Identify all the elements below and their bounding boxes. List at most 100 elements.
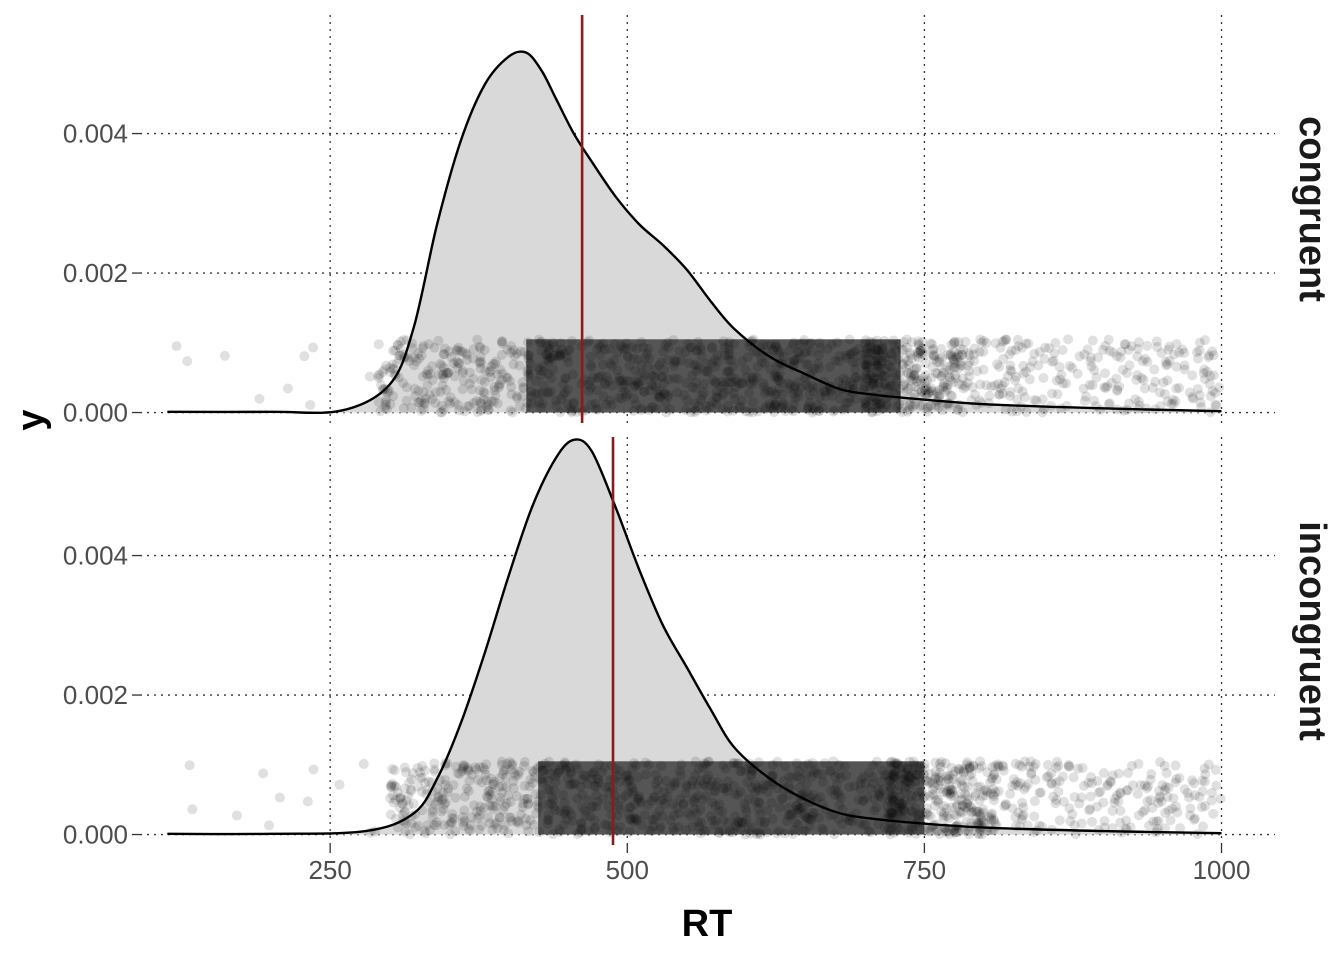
rt-point: [546, 799, 557, 810]
rt-point: [801, 380, 812, 391]
rt-point: [944, 781, 955, 792]
rt-point: [967, 806, 978, 817]
rt-point: [659, 364, 670, 375]
rt-point: [654, 385, 665, 396]
rt-point: [1214, 382, 1225, 393]
rt-point: [624, 802, 635, 813]
rt-point: [644, 353, 655, 364]
rt-point: [564, 806, 575, 817]
rt-point: [1143, 820, 1154, 831]
rt-point: [868, 337, 879, 348]
rt-point: [1130, 394, 1141, 405]
rt-point: [462, 762, 473, 773]
rt-point: [647, 371, 658, 382]
rt-point: [844, 381, 855, 392]
rt-point: [860, 349, 871, 360]
rt-point: [803, 359, 814, 370]
rt-point: [559, 348, 570, 359]
rt-point: [900, 787, 911, 798]
rt-point: [986, 812, 997, 823]
rt-point: [458, 817, 469, 828]
rt-point: [406, 774, 417, 785]
rt-point: [459, 805, 470, 816]
rt-point: [1010, 779, 1021, 790]
rt-point: [514, 766, 525, 777]
rt-point: [516, 391, 527, 402]
rt-point: [1042, 759, 1053, 770]
rt-point: [689, 407, 700, 418]
rt-point: [839, 761, 850, 772]
rt-point: [676, 759, 687, 770]
rt-point: [464, 401, 475, 412]
rt-point: [968, 806, 979, 817]
rt-point: [445, 392, 456, 403]
rt-point: [497, 338, 508, 349]
rt-point: [597, 359, 608, 370]
rt-point: [455, 346, 466, 357]
rt-point: [404, 829, 415, 840]
rt-point: [1111, 373, 1122, 384]
rt-point: [879, 371, 890, 382]
rt-point: [1192, 353, 1203, 364]
rt-point: [1211, 400, 1222, 411]
rt-point: [453, 358, 464, 369]
rt-point: [586, 768, 597, 779]
rt-point: [536, 402, 547, 413]
rt-point: [513, 818, 524, 829]
rt-point: [890, 771, 901, 782]
rt-point: [784, 383, 795, 394]
rt-point: [596, 767, 607, 778]
rt-point: [444, 346, 455, 357]
rt-point: [724, 377, 735, 388]
rt-point: [900, 777, 911, 788]
rt-point: [1208, 350, 1219, 361]
rt-point: [669, 355, 680, 366]
rt-point: [838, 373, 849, 384]
rt-point: [697, 390, 708, 401]
rt-point: [908, 371, 919, 382]
rt-point: [562, 773, 573, 784]
rt-point: [564, 779, 575, 790]
rt-point: [1123, 344, 1134, 355]
rt-point: [726, 371, 737, 382]
rt-point: [441, 367, 452, 378]
rt-point: [703, 365, 714, 376]
rt-point: [825, 785, 836, 796]
rt-point: [555, 338, 566, 349]
rt-point: [686, 342, 697, 353]
rt-point: [915, 348, 926, 359]
rt-point: [941, 361, 952, 372]
rt-point: [773, 375, 784, 386]
rt-point: [1006, 366, 1017, 377]
rt-point: [459, 815, 470, 826]
rt-point: [877, 352, 888, 363]
rt-point: [950, 370, 961, 381]
rt-point: [712, 777, 723, 788]
rt-point: [989, 769, 1000, 780]
rt-point: [476, 820, 487, 831]
rt-point: [1018, 802, 1029, 813]
rt-point: [926, 383, 937, 394]
rt-point: [1195, 397, 1206, 408]
rt-point: [735, 823, 746, 834]
rt-point: [849, 346, 860, 357]
rt-point: [459, 406, 470, 417]
rt-point: [1160, 807, 1171, 818]
rt-point: [504, 812, 515, 823]
rt-point: [427, 375, 438, 386]
rt-point: [501, 798, 512, 809]
rt-point: [1199, 335, 1210, 346]
rt-point: [913, 338, 924, 349]
rt-point: [385, 366, 396, 377]
rt-point: [580, 805, 591, 816]
rt-point: [482, 396, 493, 407]
rt-point: [627, 783, 638, 794]
rt-point: [561, 352, 572, 363]
rt-point: [1017, 342, 1028, 353]
rt-point: [872, 373, 883, 384]
rt-point: [756, 352, 767, 363]
rt-point: [741, 814, 752, 825]
rt-point: [505, 796, 516, 807]
rt-point: [606, 360, 617, 371]
rt-point: [981, 337, 992, 348]
